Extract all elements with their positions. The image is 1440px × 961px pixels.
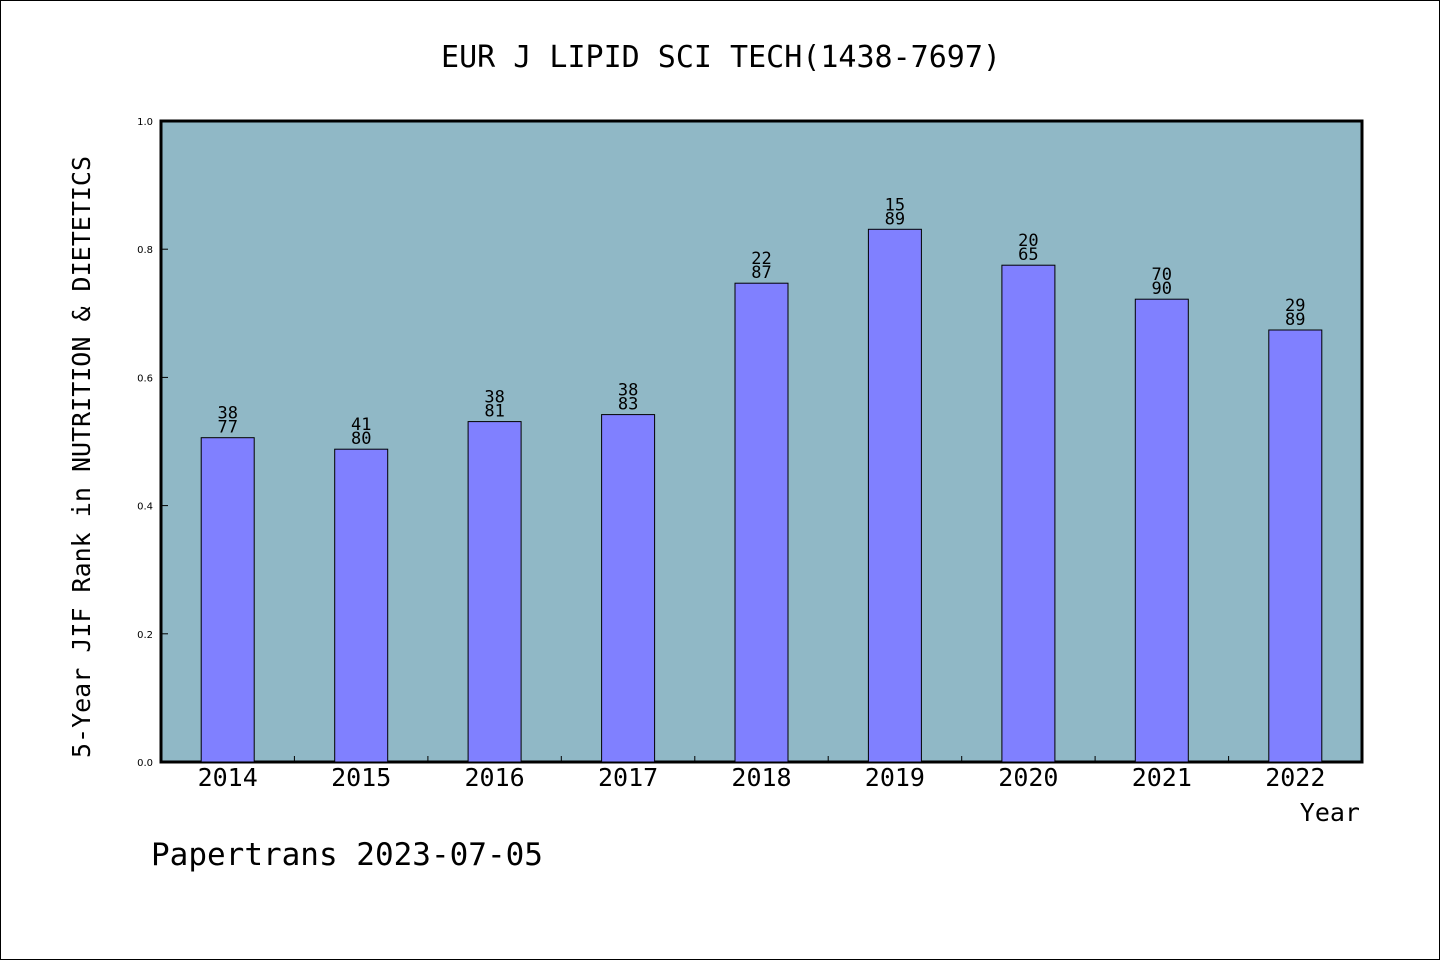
bar-2019 <box>867 228 922 763</box>
bar-2022 <box>1268 329 1323 763</box>
bar-label-rank: 38 <box>217 404 237 424</box>
bar-2017 <box>601 414 656 763</box>
x-tick-label: 2015 <box>331 763 391 792</box>
y-tick-label: 0.6 <box>137 373 153 384</box>
bar-label-rank: 38 <box>484 388 504 408</box>
bar-label-rank: 15 <box>885 195 905 215</box>
y-tick-label: 0.2 <box>137 630 153 641</box>
x-tick-label: 2014 <box>198 763 258 792</box>
y-tick-label: 0.0 <box>137 758 153 769</box>
x-tick-label: 2022 <box>1265 763 1325 792</box>
bar-label-total: 81 <box>484 402 504 422</box>
bar-2020 <box>1001 264 1056 763</box>
bar-2018 <box>734 282 789 763</box>
bars-layer <box>200 228 1323 763</box>
bar-2016 <box>467 421 522 763</box>
bar-2014 <box>200 437 255 763</box>
bar-2021 <box>1134 298 1189 763</box>
x-axis-title: Year <box>1300 798 1360 827</box>
x-tick-label: 2019 <box>865 763 925 792</box>
bar-label-total: 87 <box>751 263 771 283</box>
chart-title: EUR J LIPID SCI TECH(1438-7697) <box>441 40 1001 75</box>
bar-label-rank: 29 <box>1285 296 1305 316</box>
bar-label-total: 80 <box>351 429 371 449</box>
bar-label-rank: 20 <box>1018 231 1038 251</box>
bar-label-total: 90 <box>1152 279 1172 299</box>
bar-label-total: 77 <box>217 418 237 438</box>
bar-2015 <box>334 448 389 763</box>
bar-label-rank: 22 <box>751 249 771 269</box>
bar-label-total: 65 <box>1018 245 1038 265</box>
bar-label-rank: 70 <box>1152 265 1172 285</box>
bar-label-rank: 41 <box>351 415 371 435</box>
footer-credit: Papertrans 2023-07-05 <box>151 837 543 873</box>
x-tick-label: 2021 <box>1132 763 1192 792</box>
x-tick-label: 2020 <box>998 763 1058 792</box>
y-axis-title: 5-Year JIF Rank in NUTRITION & DIETETICS <box>67 156 96 758</box>
x-tick-label: 2016 <box>464 763 524 792</box>
bar-label-total: 89 <box>885 209 905 229</box>
x-tick-label: 2017 <box>598 763 658 792</box>
x-tick-label: 2018 <box>731 763 791 792</box>
bar-label-total: 83 <box>618 395 638 415</box>
y-tick-label: 0.4 <box>137 502 153 513</box>
y-tick-label: 0.8 <box>137 245 153 256</box>
x-axis: 2014 2015 2016 2017 2018 2019 2020 2021 2022 <box>198 756 1325 792</box>
y-tick-label: 1.0 <box>137 117 153 128</box>
y-axis: 0.0 0.2 0.4 0.6 0.8 1.0 <box>137 117 168 769</box>
bar-label-rank: 38 <box>618 381 638 401</box>
bar-label-total: 89 <box>1285 310 1305 330</box>
